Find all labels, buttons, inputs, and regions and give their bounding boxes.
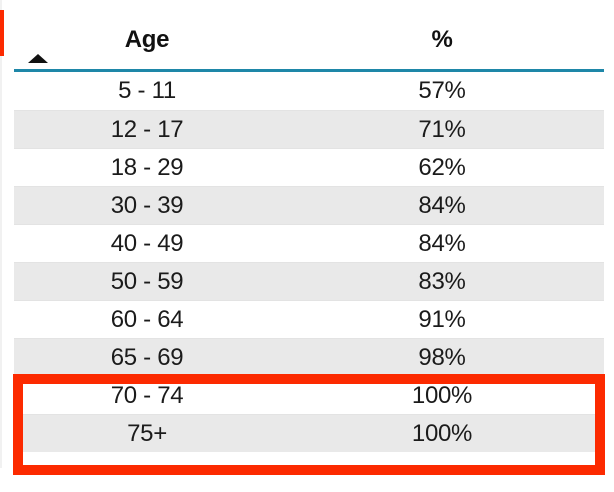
red-annotation-fragment [0,10,4,56]
table-body: 5 - 11 57% 12 - 17 71% 18 - 29 62% 30 - 39 84% 4… [14,72,604,452]
age-cell: 30 - 39 [110,191,184,219]
column-header-age[interactable]: Age [124,26,170,53]
age-cell: 50 - 59 [110,267,184,295]
percent-cell: 84% [418,191,466,219]
table-row[interactable]: 12 - 17 71% [14,110,604,148]
header-underline [14,69,604,72]
percent-cell: 83% [418,267,466,295]
percent-cell: 100% [411,381,473,409]
table-header: Age % [14,8,604,72]
age-cell: 75+ [127,419,167,447]
table-row[interactable]: 5 - 11 57% [14,72,604,110]
age-percentage-table: Age % 5 - 11 57% 12 - 17 71% 18 - 29 62% 30 - … [14,8,604,452]
percent-cell: 98% [418,343,466,371]
percent-cell: 62% [418,153,466,181]
percent-cell: 84% [418,229,466,257]
age-cell: 70 - 74 [110,381,184,409]
table-row[interactable]: 65 - 69 98% [14,338,604,376]
percent-cell: 71% [418,115,466,143]
sort-ascending-icon[interactable] [28,54,48,63]
age-cell: 60 - 64 [110,305,184,333]
table-row[interactable]: 50 - 59 83% [14,262,604,300]
table-row[interactable]: 40 - 49 84% [14,224,604,262]
table-row[interactable]: 30 - 39 84% [14,186,604,224]
left-edge-line [0,0,2,468]
table-row[interactable]: 18 - 29 62% [14,148,604,186]
age-cell: 18 - 29 [110,153,184,181]
percent-cell: 57% [418,77,466,104]
percent-cell: 100% [411,419,473,447]
age-cell: 40 - 49 [110,229,184,257]
table-row[interactable]: 75+ 100% [14,414,604,452]
age-cell: 65 - 69 [110,343,184,371]
age-cell: 12 - 17 [110,115,184,143]
age-cell: 5 - 11 [118,77,176,104]
table-row[interactable]: 70 - 74 100% [14,376,604,414]
percent-cell: 91% [418,305,466,333]
column-header-percent[interactable]: % [431,26,453,53]
table-row[interactable]: 60 - 64 91% [14,300,604,338]
